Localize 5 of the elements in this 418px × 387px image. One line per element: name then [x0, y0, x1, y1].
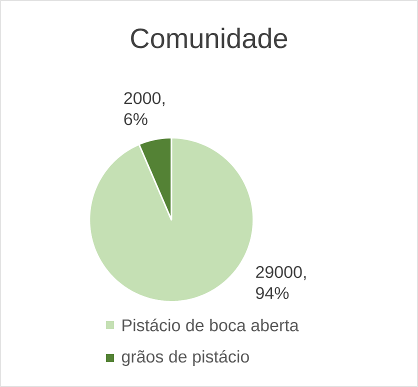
- legend-label: grãos de pistácio: [122, 350, 249, 366]
- data-label: 29000, 94%: [256, 266, 306, 300]
- chart-title: Comunidade: [131, 28, 288, 48]
- legend-label: Pistácio de boca aberta: [122, 318, 299, 332]
- data-label: 2000, 6%: [124, 92, 164, 126]
